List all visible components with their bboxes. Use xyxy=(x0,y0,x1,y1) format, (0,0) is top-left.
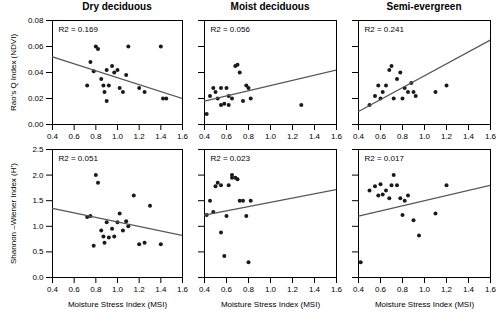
svg-text:1.4: 1.4 xyxy=(309,132,321,141)
svg-text:0.6: 0.6 xyxy=(221,285,233,294)
svg-text:1.4: 1.4 xyxy=(463,132,475,141)
svg-text:R2 = 0.169: R2 = 0.169 xyxy=(59,25,99,34)
html-text:Dry deciduous: Dry deciduous xyxy=(82,1,152,12)
svg-text:1.6: 1.6 xyxy=(177,285,189,294)
svg-text:1.2: 1.2 xyxy=(287,285,299,294)
svg-text:Shannon –Wiener Index (H’): Shannon –Wiener Index (H’) xyxy=(9,163,18,264)
svg-text:1.6: 1.6 xyxy=(331,132,343,141)
svg-text:0.04: 0.04 xyxy=(28,68,44,77)
svg-text:0.8: 0.8 xyxy=(397,132,409,141)
svg-text:R2 = 0.051: R2 = 0.051 xyxy=(59,154,99,163)
svg-text:1.2: 1.2 xyxy=(134,285,146,294)
svg-text:0.8: 0.8 xyxy=(90,285,102,294)
svg-text:0.4: 0.4 xyxy=(47,132,59,141)
svg-text:1.6: 1.6 xyxy=(177,132,189,141)
svg-text:1.4: 1.4 xyxy=(463,285,475,294)
svg-text:2.0: 2.0 xyxy=(32,171,44,180)
svg-text:1.0: 1.0 xyxy=(112,285,124,294)
svg-text:1.0: 1.0 xyxy=(265,285,277,294)
svg-text:0.5: 0.5 xyxy=(32,247,44,256)
svg-text:0.8: 0.8 xyxy=(243,285,255,294)
svg-text:1.2: 1.2 xyxy=(134,132,146,141)
svg-text:0.6: 0.6 xyxy=(221,132,233,141)
svg-text:0.4: 0.4 xyxy=(47,285,59,294)
svg-text:0.6: 0.6 xyxy=(69,285,81,294)
svg-text:Moisture Stress Index (MSI): Moisture Stress Index (MSI) xyxy=(221,300,320,309)
svg-text:0.6: 0.6 xyxy=(375,285,387,294)
svg-text:1.2: 1.2 xyxy=(441,285,453,294)
html-text:Semi-evergreen: Semi-evergreen xyxy=(386,1,462,12)
svg-text:0.02: 0.02 xyxy=(28,94,44,103)
svg-text:0.8: 0.8 xyxy=(397,285,409,294)
svg-text:0.4: 0.4 xyxy=(199,285,211,294)
svg-text:0.08: 0.08 xyxy=(28,16,44,25)
svg-text:R2 = 0.023: R2 = 0.023 xyxy=(211,154,251,163)
svg-text:0.4: 0.4 xyxy=(199,132,211,141)
svg-text:1.0: 1.0 xyxy=(112,132,124,141)
svg-text:0.06: 0.06 xyxy=(28,42,44,51)
svg-text:1.4: 1.4 xyxy=(309,285,321,294)
svg-text:Rao's Q Index (NDVI): Rao's Q Index (NDVI) xyxy=(9,34,18,111)
svg-text:1.4: 1.4 xyxy=(155,285,167,294)
svg-text:0.8: 0.8 xyxy=(243,132,255,141)
svg-text:0.6: 0.6 xyxy=(69,132,81,141)
svg-text:0.4: 0.4 xyxy=(353,285,365,294)
svg-text:1.0: 1.0 xyxy=(265,132,277,141)
svg-text:Moisture Stress Index (MSI): Moisture Stress Index (MSI) xyxy=(375,300,474,309)
svg-text:1.0: 1.0 xyxy=(32,222,44,231)
svg-text:1.6: 1.6 xyxy=(331,285,343,294)
svg-text:1.2: 1.2 xyxy=(287,132,299,141)
svg-text:1.0: 1.0 xyxy=(419,285,431,294)
svg-text:1.4: 1.4 xyxy=(155,132,167,141)
svg-text:1.5: 1.5 xyxy=(32,196,44,205)
svg-text:2.5: 2.5 xyxy=(32,145,44,154)
svg-text:0.6: 0.6 xyxy=(375,132,387,141)
html-text:Moist deciduous: Moist deciduous xyxy=(230,1,310,12)
svg-text:0.8: 0.8 xyxy=(90,132,102,141)
svg-text:R2 = 0.017: R2 = 0.017 xyxy=(365,154,405,163)
svg-text:R2 = 0.056: R2 = 0.056 xyxy=(211,25,251,34)
svg-text:1.2: 1.2 xyxy=(441,132,453,141)
svg-text:0.0: 0.0 xyxy=(32,273,44,282)
svg-text:1.0: 1.0 xyxy=(419,132,431,141)
svg-text:R2 = 0.241: R2 = 0.241 xyxy=(365,25,405,34)
svg-text:0.4: 0.4 xyxy=(353,132,365,141)
svg-text:1.6: 1.6 xyxy=(485,285,497,294)
svg-text:0.00: 0.00 xyxy=(28,120,44,129)
svg-text:Moisture Stress Index (MSI): Moisture Stress Index (MSI) xyxy=(68,300,167,309)
svg-text:1.6: 1.6 xyxy=(485,132,497,141)
